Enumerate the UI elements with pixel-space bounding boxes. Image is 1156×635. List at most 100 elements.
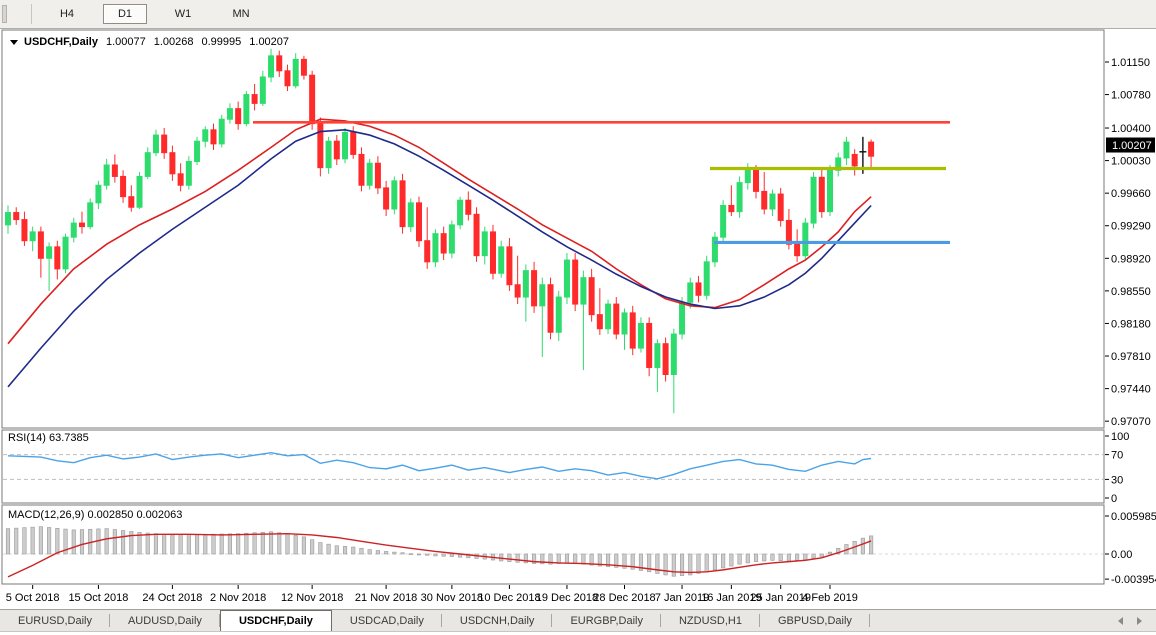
chart-tab-usdcad[interactable]: USDCAD,Daily: [332, 610, 442, 631]
macd-histogram-bar: [737, 553, 742, 565]
svg-text:5 Oct 2018: 5 Oct 2018: [6, 592, 60, 604]
time-axis: 5 Oct 2018 15 Oct 2018 24 Oct 2018 2 Nov 20…: [6, 585, 858, 604]
candle-body: [440, 233, 447, 254]
macd-histogram-bar: [236, 533, 241, 555]
macd-histogram-bar: [433, 553, 438, 557]
macd-histogram-bar: [260, 531, 265, 555]
symbol-label: USDCHF,Daily: [24, 36, 98, 48]
timeframe-button-mn[interactable]: MN: [232, 8, 250, 20]
macd-histogram-bar: [351, 546, 356, 555]
macd-histogram-bar: [466, 553, 471, 559]
macd-histogram-bar: [277, 532, 282, 555]
macd-histogram-bar: [392, 551, 397, 555]
candle-body: [161, 134, 168, 154]
period-toolbar: H4 D1 W1 MN: [0, 0, 1156, 29]
candle-body: [300, 58, 307, 76]
macd-histogram-bar: [359, 547, 364, 555]
macd-histogram-bar: [79, 529, 85, 555]
svg-text:16 Jan 2019: 16 Jan 2019: [701, 592, 762, 604]
macd-pane[interactable]: [1, 504, 1105, 585]
svg-text:12 Nov 2018: 12 Nov 2018: [281, 592, 343, 604]
price-pane[interactable]: [1, 29, 1105, 429]
macd-histogram-bar: [679, 553, 685, 576]
toolbar-clipped-button[interactable]: [2, 5, 7, 23]
candle-body: [424, 240, 431, 263]
macd-histogram-bar: [153, 533, 159, 555]
timeframe-button-d1[interactable]: D1: [103, 4, 147, 24]
macd-histogram-bar: [30, 526, 35, 555]
candle-body: [177, 173, 184, 186]
svg-text:0.005985: 0.005985: [1111, 511, 1156, 523]
rsi-pane[interactable]: [1, 429, 1105, 504]
chart-tab-audusd[interactable]: AUDUSD,Daily: [110, 610, 220, 631]
macd-histogram-bar: [186, 534, 191, 555]
chart-area[interactable]: 1.01150 1.00780 1.00400 1.00030 0.99660 0.992…: [0, 29, 1156, 609]
candle-body: [498, 246, 505, 274]
macd-histogram-bar: [671, 553, 676, 577]
candle-body: [580, 277, 587, 305]
candle-body: [481, 231, 488, 257]
current-price-badge: [1106, 137, 1155, 153]
macd-histogram-bar: [342, 546, 348, 555]
macd-histogram-bar: [203, 534, 208, 555]
candle-body: [194, 140, 201, 162]
candle-body: [662, 343, 669, 376]
candle-body: [259, 76, 266, 104]
rsi-indicator-label: RSI(14) 63.7385: [8, 432, 89, 444]
macd-histogram-bar: [301, 536, 306, 555]
macd-histogram-bar: [786, 553, 791, 562]
candle-body: [383, 187, 390, 210]
chart-tab-usdcnh[interactable]: USDCNH,Daily: [442, 610, 553, 631]
chart-tab-eurusd[interactable]: EURUSD,Daily: [0, 610, 110, 631]
candle-body: [202, 129, 209, 142]
candle-body: [457, 199, 464, 226]
candle-body: [629, 312, 636, 349]
svg-text:0.99660: 0.99660: [1111, 188, 1151, 200]
macd-histogram-bar: [441, 553, 446, 557]
candle-body: [144, 152, 151, 177]
pane-frames: [1, 29, 1105, 585]
candle-body: [728, 204, 735, 213]
macd-histogram-bar: [663, 553, 668, 576]
macd-histogram-bar: [622, 553, 627, 569]
symbol-dropdown-icon[interactable]: [10, 39, 18, 45]
chart-tab-usdchf[interactable]: USDCHF,Daily: [219, 610, 332, 631]
svg-text:0.98550: 0.98550: [1111, 286, 1151, 298]
svg-text:2 Nov 2018: 2 Nov 2018: [210, 592, 266, 604]
candle-body: [473, 213, 480, 257]
chart-tab-gbpusd[interactable]: GBPUSD,Daily: [760, 610, 870, 631]
tabs-scroll-left-icon[interactable]: [1118, 616, 1123, 625]
candle-body: [268, 55, 275, 78]
macd-histogram-bar: [606, 553, 611, 567]
candle-body: [695, 282, 702, 296]
chart-tab-nzdusd[interactable]: NZDUSD,H1: [661, 610, 760, 631]
macd-indicator: 0.005985 0.00 -0.003954: [3, 511, 1156, 586]
macd-histogram-bar: [14, 527, 19, 555]
candle-body: [210, 129, 217, 145]
svg-text:-0.003954: -0.003954: [1111, 574, 1156, 586]
macd-histogram-bar: [745, 553, 750, 564]
chart-canvas[interactable]: 1.01150 1.00780 1.00400 1.00030 0.99660 0.992…: [0, 29, 1156, 609]
tabs-scroll-right-icon[interactable]: [1137, 616, 1142, 625]
timeframe-button-w1[interactable]: W1: [174, 8, 192, 20]
chart-tab-eurgbp[interactable]: EURGBP,Daily: [552, 610, 661, 631]
candle-body: [605, 303, 612, 330]
svg-text:0.00: 0.00: [1111, 549, 1132, 561]
candle-body: [111, 164, 118, 177]
candle-body: [251, 94, 258, 104]
candle-body: [868, 141, 875, 157]
svg-text:0.97070: 0.97070: [1111, 416, 1151, 428]
candle-body: [711, 236, 718, 263]
candle-body: [243, 94, 250, 125]
macd-histogram-bar: [5, 528, 11, 555]
macd-histogram-bar: [178, 534, 183, 555]
candle-body: [818, 176, 825, 213]
candle-body: [802, 222, 809, 257]
candle-body: [531, 270, 538, 307]
candle-body: [37, 231, 44, 259]
macd-histogram-bar: [729, 553, 734, 567]
rsi-line: [7, 452, 872, 480]
macd-name: MACD(12,26,9): [8, 509, 85, 521]
timeframe-button-h4[interactable]: H4: [59, 8, 75, 20]
